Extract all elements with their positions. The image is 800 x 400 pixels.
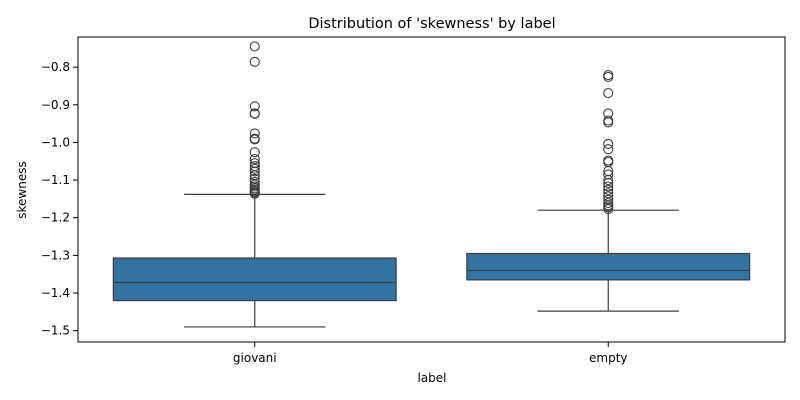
outlier-point xyxy=(249,188,260,199)
y-tick-label: −1.3 xyxy=(41,248,70,262)
outlier-point xyxy=(603,178,614,189)
outlier-point xyxy=(249,128,260,139)
y-axis-label: skewness xyxy=(15,161,29,218)
box-empty xyxy=(466,252,751,281)
x-tick-label: giovani xyxy=(233,351,277,365)
plot-frame xyxy=(77,36,786,343)
outlier-point xyxy=(603,117,614,128)
outlier-point xyxy=(603,144,614,155)
outlier-point xyxy=(249,41,260,52)
outlier-point xyxy=(249,134,260,145)
x-axis-label: label xyxy=(417,371,446,385)
outlier-point xyxy=(249,163,260,174)
outlier-point xyxy=(249,153,260,165)
chart-title: Distribution of 'skewness' by label xyxy=(308,16,555,32)
x-tick-label: empty xyxy=(589,351,628,365)
y-tick-label: −1.4 xyxy=(41,286,70,300)
outlier-point xyxy=(603,71,614,82)
outlier-point xyxy=(603,175,614,186)
y-tick-label: −1.0 xyxy=(41,135,70,149)
y-tick-label: −1.5 xyxy=(41,324,70,338)
outlier-point xyxy=(603,181,614,192)
outlier-point xyxy=(249,147,260,158)
outlier-point xyxy=(249,166,260,177)
outlier-point xyxy=(603,184,614,195)
y-tick-label: −1.1 xyxy=(41,173,70,187)
y-tick-label: −0.8 xyxy=(41,60,70,74)
y-tick-label: −1.2 xyxy=(41,211,70,225)
outlier-point xyxy=(603,204,614,215)
outlier-point xyxy=(249,158,260,169)
outlier-point xyxy=(603,138,614,149)
plot-area: −1.5 −1.4 −1.3 −1.2 −1.1 −1.0 −0.9 −0.8 giovani e… xyxy=(41,41,751,365)
outlier-point xyxy=(603,188,614,199)
outlier-point xyxy=(603,88,614,99)
box-giovani xyxy=(112,257,397,302)
y-tick-label: −0.9 xyxy=(41,98,70,112)
outlier-point xyxy=(249,56,260,67)
outlier-point xyxy=(249,101,260,112)
outlier-point xyxy=(249,108,260,119)
